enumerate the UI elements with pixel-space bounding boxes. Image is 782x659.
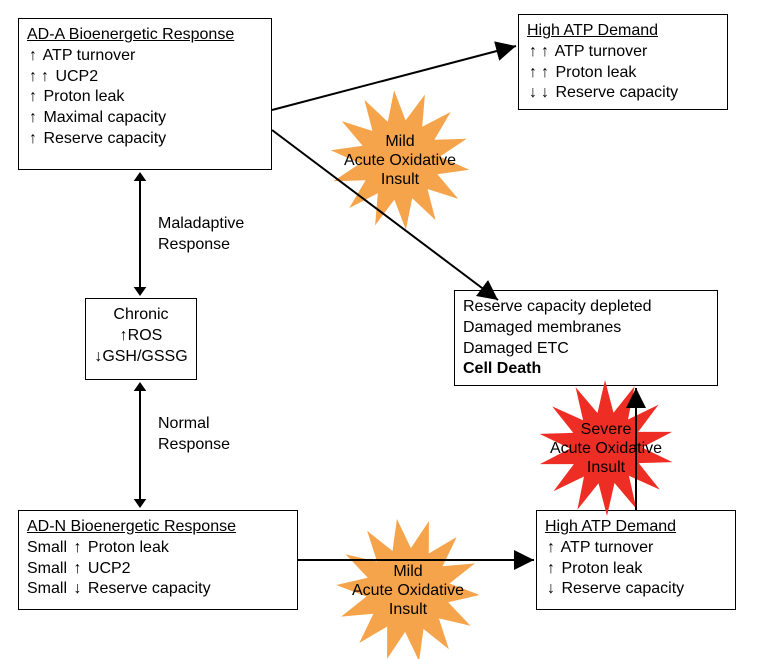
diagram-svg-layer — [0, 0, 782, 659]
burst-mild_top — [331, 90, 470, 229]
burst-severe — [540, 380, 673, 516]
burst-mild_bottom — [336, 519, 480, 659]
double-arrow-vertical — [134, 172, 147, 508]
